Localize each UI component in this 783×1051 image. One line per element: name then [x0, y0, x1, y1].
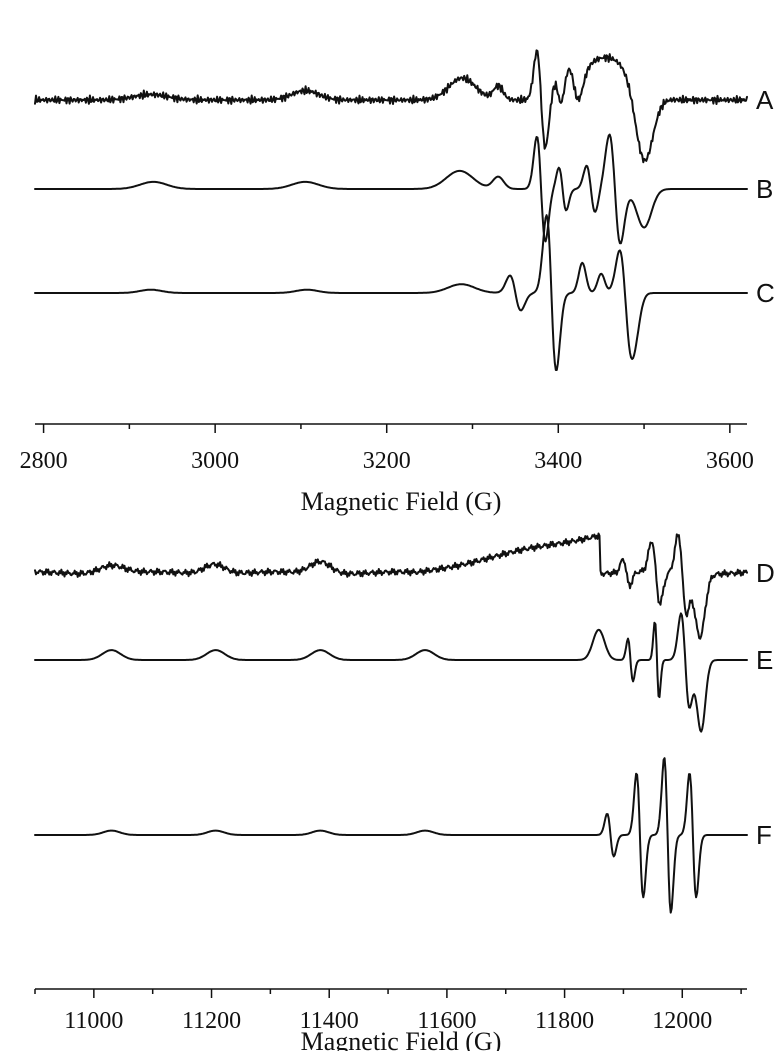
- series-label-d: D: [756, 558, 775, 588]
- panel-q-band: 11000 11200 11400 11600 11800 12000 Magnetic F…: [34, 532, 775, 1051]
- x-tick-label: 11200: [182, 1008, 241, 1034]
- x-tick-label: 11000: [64, 1008, 123, 1034]
- x-tick-label: 11600: [417, 1008, 476, 1034]
- series-label-a: A: [756, 85, 774, 115]
- x-tick-label: 3400: [534, 448, 582, 474]
- x-axis-title: Magnetic Field (G): [301, 1027, 502, 1051]
- panel-x-band: 2800 3000 3200 3400 3600 Magnetic Field (G) A B…: [20, 49, 775, 516]
- spectrum-trace-c: [34, 214, 748, 371]
- series-label-b: B: [756, 174, 773, 204]
- series-label-c: C: [756, 278, 775, 308]
- x-tick-label: 12000: [652, 1008, 712, 1034]
- spectrum-trace-f: [34, 757, 748, 914]
- series-label-e: E: [756, 645, 773, 675]
- x-tick-label: 2800: [20, 448, 68, 474]
- x-axis-title: Magnetic Field (G): [301, 487, 502, 516]
- x-tick-label: 3600: [706, 448, 754, 474]
- x-tick-label: 11800: [535, 1008, 594, 1034]
- series-label-f: F: [756, 820, 772, 850]
- spectrum-trace-a: [34, 49, 748, 164]
- x-tick-label: 3200: [363, 448, 411, 474]
- x-tick-label: 3000: [191, 448, 239, 474]
- spectrum-trace-e: [34, 612, 748, 733]
- spectrum-trace-d: [34, 532, 748, 640]
- spectrum-trace-b: [34, 133, 748, 245]
- x-tick-label: 11400: [300, 1008, 359, 1034]
